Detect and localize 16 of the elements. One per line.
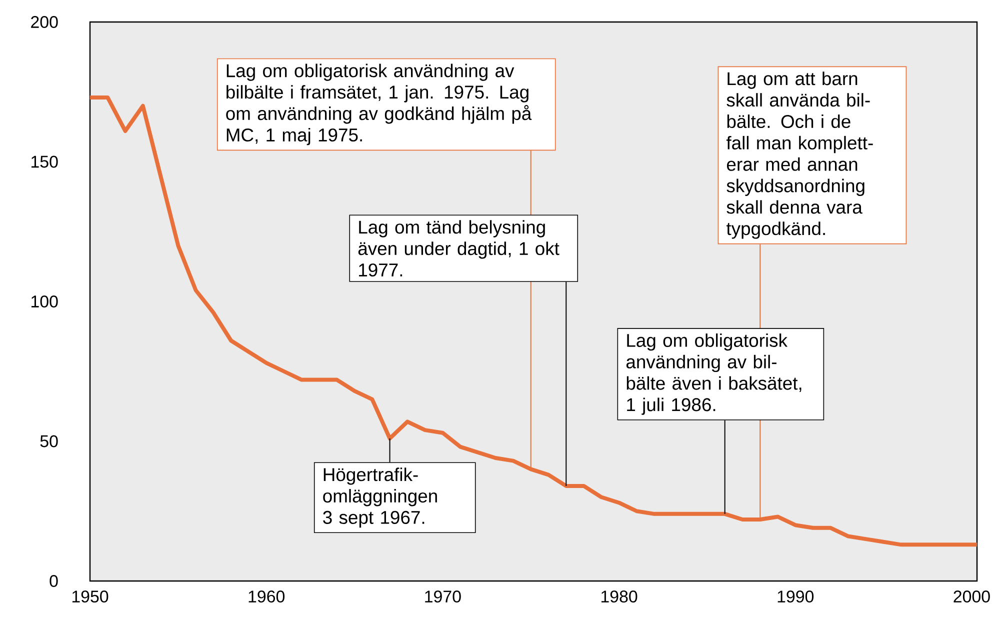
- x-tick-label: 1960: [248, 590, 285, 603]
- x-tick-label: 1990: [778, 590, 814, 603]
- annotation: Lag om obligatorisk användning av bil-bälte även i baksätet, 1 juli 1986.: [626, 333, 802, 415]
- y-tick-label: 200: [31, 16, 58, 28]
- x-tick-label: 1970: [425, 590, 461, 603]
- x-tick-label: 2000: [954, 590, 990, 603]
- annotation: Lag om obligatorisk användning av bilbälte i framsätet, 1 jan. 1975. Lag om användning av godkänd hjälm på MC, 1 maj 1975.: [226, 64, 532, 146]
- annotation: Högertrafik-omläggningen 3 sept 1967.: [323, 468, 437, 528]
- y-tick-label: 50: [40, 435, 58, 448]
- annotation: Lag om tänd belysning även under dagtid, 1 okt 1977.: [358, 220, 560, 277]
- x-tick-label: 1950: [72, 590, 108, 603]
- y-tick-label: 0: [50, 575, 58, 587]
- y-tick-label: 100: [32, 296, 58, 308]
- annotation: Lag om att barn skall använda bil-bälte. Och i de fall man komplett-erar med annan skyddsanordning skall denna vara typgodkänd.: [726, 72, 873, 239]
- y-tick-label: 150: [32, 156, 58, 168]
- x-tick-label: 1980: [601, 590, 638, 603]
